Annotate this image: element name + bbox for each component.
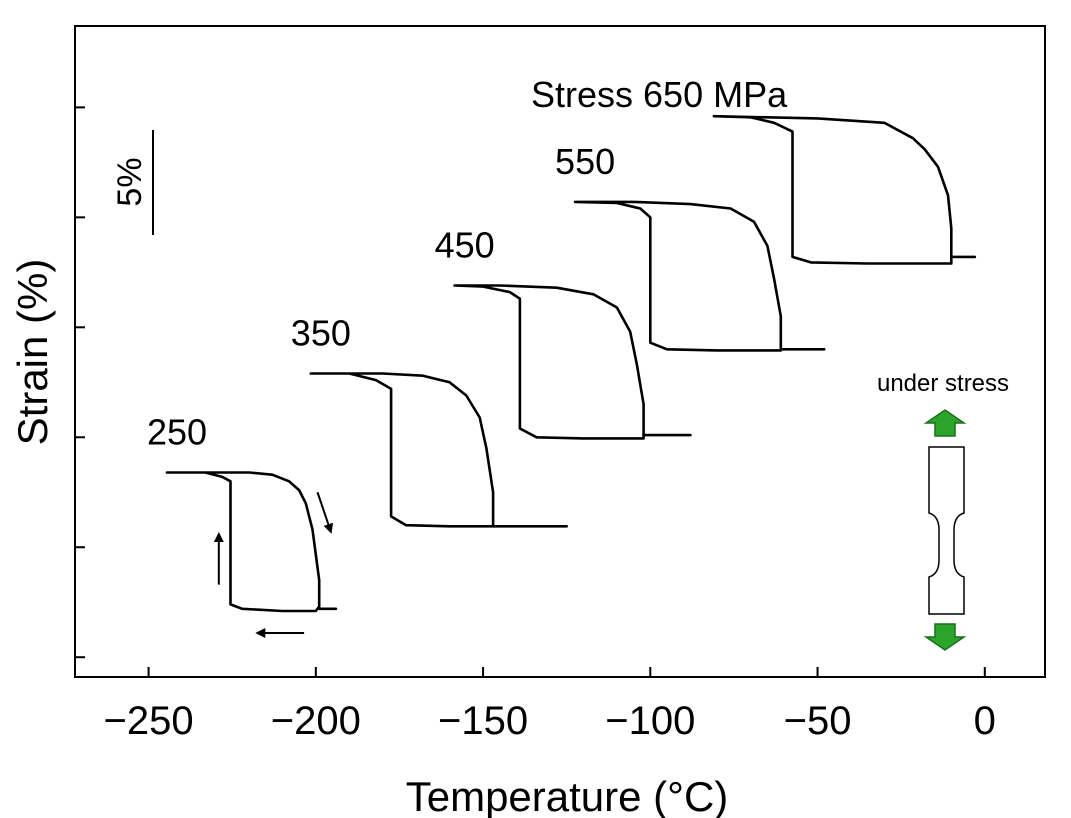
- cooling-arrow-down: [316, 491, 334, 534]
- x-tick-label: −250: [104, 699, 194, 743]
- x-tick-label: 0: [974, 699, 996, 743]
- series-250: 250: [147, 411, 338, 613]
- y-axis-ticks: [75, 106, 85, 659]
- series-label: 550: [555, 141, 615, 182]
- hysteresis-loop: [309, 372, 495, 528]
- hysteresis-loop: [453, 284, 645, 440]
- tensile-specimen-icon: [923, 409, 967, 651]
- x-axis-ticks: −250 −200 −150 −100 −50 0: [104, 667, 996, 743]
- series-label: 450: [435, 225, 495, 266]
- scale-bar-label: 5%: [111, 157, 149, 206]
- stress-title: Stress 650 MPa: [531, 74, 788, 115]
- series-label: 350: [291, 312, 351, 353]
- series-450: 450: [435, 225, 692, 440]
- stress-arrow-up-icon: [923, 409, 967, 437]
- plot-frame: [74, 25, 1046, 678]
- series-350: 350: [291, 312, 568, 528]
- direction-arrows: [213, 491, 334, 639]
- specimen-shape: [928, 446, 965, 615]
- x-tick-label: −150: [438, 699, 528, 743]
- curves: 250 350 450 550: [147, 114, 977, 613]
- y-axis-title: Strain (%): [9, 259, 56, 446]
- series-550: 550: [555, 141, 826, 352]
- x-tick-label: −200: [271, 699, 361, 743]
- x-tick-label: −100: [605, 699, 695, 743]
- x-tick-label: −50: [784, 699, 852, 743]
- hysteresis-loop: [165, 471, 321, 613]
- legend: under stress: [877, 370, 1009, 651]
- series-650: [712, 114, 977, 265]
- stress-arrow-down-icon: [923, 623, 967, 651]
- scale-bar: 5%: [111, 130, 154, 235]
- legend-label: under stress: [877, 370, 1009, 397]
- hysteresis-loop: [573, 200, 783, 352]
- series-label: 250: [147, 411, 207, 452]
- hysteresis-loop: [712, 114, 953, 265]
- x-axis-title: Temperature (°C): [406, 773, 729, 818]
